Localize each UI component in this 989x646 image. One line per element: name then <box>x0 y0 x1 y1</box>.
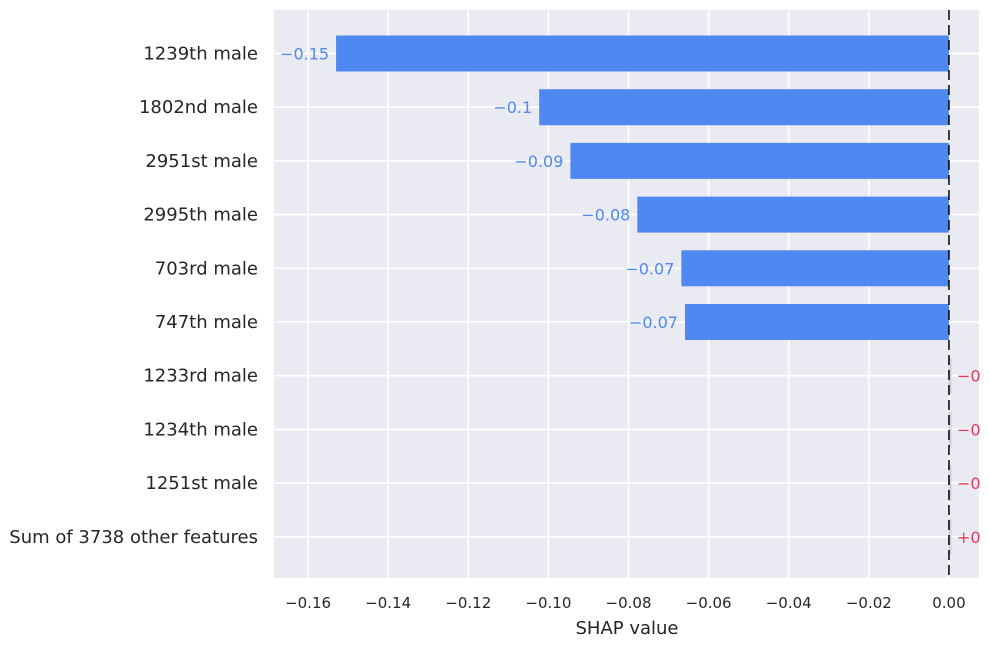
x-tick-label: −0.08 <box>606 594 652 612</box>
x-tick-label: −0.02 <box>846 594 892 612</box>
data-label: −0 <box>957 367 981 386</box>
y-tick-label: Sum of 3738 other features <box>9 527 258 548</box>
x-tick-label: −0.06 <box>686 594 732 612</box>
bar <box>948 465 952 502</box>
bar-layer <box>336 35 952 555</box>
x-tick-label: −0.12 <box>445 594 491 612</box>
y-tick-label: 1251st male <box>145 473 258 494</box>
data-label: −0.15 <box>280 45 329 64</box>
data-label: −0.07 <box>625 259 674 278</box>
bar <box>948 518 952 555</box>
y-tick-label: 1233rd male <box>143 366 258 387</box>
x-tick-label: 0.00 <box>932 594 965 612</box>
data-label: −0.07 <box>629 313 678 332</box>
bar <box>539 89 949 126</box>
bar <box>684 304 949 340</box>
bar <box>336 35 949 72</box>
x-tick-label: −0.14 <box>365 594 411 612</box>
data-label: −0.1 <box>493 98 532 117</box>
data-label: −0.09 <box>514 152 563 171</box>
data-labels: −0.15 −0.1 −0.09 −0.08 −0.07 −0.07 −0 −0 −0 +0 <box>280 45 980 547</box>
bar <box>637 196 949 233</box>
y-axis-labels: 1239th male 1802nd male 2951st male 2995th … <box>9 44 258 548</box>
y-tick-label: 1234th male <box>143 419 258 440</box>
data-label: −0 <box>957 420 981 439</box>
x-tick-label: −0.10 <box>525 594 571 612</box>
bar <box>948 357 952 394</box>
bar <box>948 411 952 448</box>
bar <box>681 250 949 287</box>
x-axis-label: SHAP value <box>575 618 678 639</box>
x-tick-label: −0.16 <box>285 594 331 612</box>
y-tick-label: 747th male <box>155 312 258 333</box>
data-label: −0 <box>957 474 981 493</box>
y-tick-label: 2951st male <box>145 151 258 172</box>
y-tick-label: 1239th male <box>143 44 258 65</box>
y-tick-label: 703rd male <box>155 258 258 279</box>
y-tick-label: 1802nd male <box>139 97 258 118</box>
x-tick-label: −0.04 <box>766 594 812 612</box>
x-axis-ticks: −0.16 −0.14 −0.12 −0.10 −0.08 −0.06 −0.04 −0.02… <box>285 594 966 612</box>
data-label: +0 <box>957 528 981 547</box>
y-tick-label: 2995th male <box>143 205 258 226</box>
data-label: −0.08 <box>581 206 630 225</box>
bar <box>570 142 949 179</box>
